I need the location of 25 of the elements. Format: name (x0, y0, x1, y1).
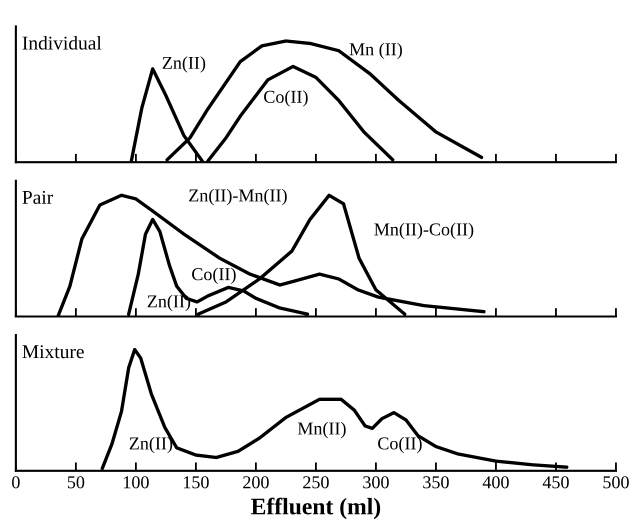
x-tick-label: 200 (243, 476, 269, 488)
x-tick-label: 450 (542, 476, 569, 488)
annotation: Mn(II) (298, 422, 346, 438)
annotation: Co(II) (192, 268, 236, 284)
x-tick-label: 50 (68, 476, 84, 488)
annotation: Zn(II) (148, 294, 190, 312)
x-tick-label: 0 (12, 476, 20, 488)
annotation: Co(II) (378, 436, 422, 454)
annotation: Zn(II) (130, 436, 172, 454)
x-tick-label: 250 (303, 476, 329, 488)
annotation: Mn (II) (350, 42, 402, 60)
x-tick-label: 350 (423, 476, 449, 488)
annotation: Mn(II)-Co(II) (374, 222, 474, 240)
chart-title: Individual (22, 36, 102, 50)
x-tick-label: 150 (184, 476, 209, 488)
annotation: Co(II) (264, 90, 308, 107)
chart-title: Mixture (22, 345, 84, 358)
x-tick-label: 500 (603, 476, 629, 488)
chart-title: Pair (22, 190, 54, 204)
annotation: Zn(II)-Mn(II) (189, 188, 287, 206)
annotation: Zn(II) (162, 56, 206, 73)
x-tick-label: 100 (124, 476, 149, 488)
x-tick-label: 300 (363, 476, 389, 488)
x-tick-label: 400 (482, 476, 509, 488)
x-axis-title: Effluent (ml) (251, 498, 380, 520)
